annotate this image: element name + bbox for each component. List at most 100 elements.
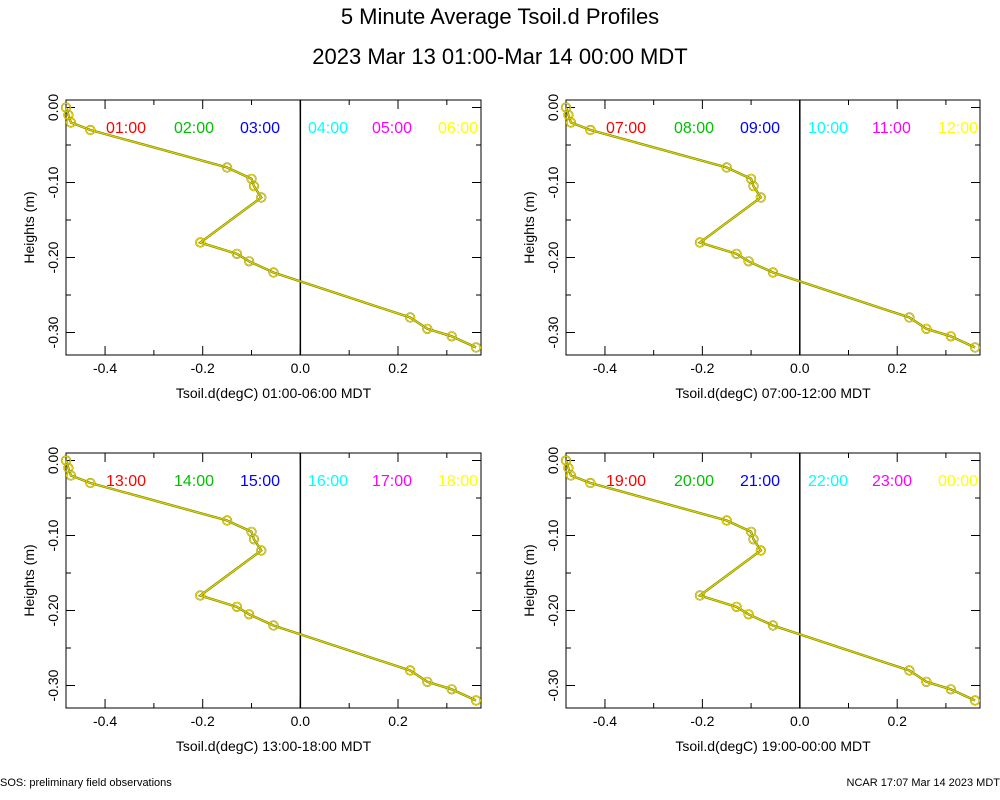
chart1-xlabel: Tsoil.d(degC) 01:00-06:00 MDT <box>176 385 372 401</box>
chart1-xtick-label: -0.4 <box>93 360 117 376</box>
chart2-ytick-label: -0.30 <box>545 316 561 348</box>
chart2-profile-point <box>946 331 956 342</box>
chart3-profile-point <box>222 515 232 526</box>
chart4-ylabel: Heights (m) <box>521 544 537 616</box>
chart4-legend-0000: 00:00 <box>938 473 978 490</box>
chart1-legend-0500: 05:00 <box>372 120 412 137</box>
chart4-profile-point <box>695 590 705 601</box>
chart4-profile-point <box>946 684 956 695</box>
chart3-ytick-label: 0.00 <box>45 447 61 474</box>
chart2-xtick-label: 0.0 <box>790 360 810 376</box>
chart4-xtick-label: 0.0 <box>790 713 810 729</box>
chart3-xtick-label: 0.0 <box>291 713 311 729</box>
chart3-legend-1700: 17:00 <box>372 473 412 490</box>
chart1-profile-line <box>65 107 477 348</box>
chart2-ytick-label: -0.20 <box>545 241 561 273</box>
chart1-plot-frame <box>65 99 482 356</box>
chart2-legend-1200: 12:00 <box>938 120 978 137</box>
chart2-profile-point <box>743 256 754 267</box>
chart4-profile-point <box>748 534 759 545</box>
chart4-profile-point <box>921 677 932 687</box>
chart4-panel: -0.4 -0.2 0.0 0.2 0.00 -0.10 -0.20 -0.30 Tsoil.d… <box>521 447 981 754</box>
footer-timestamp: NCAR 17:07 Mar 14 2023 MDT <box>846 777 1000 789</box>
chart2-plot-frame <box>565 99 981 356</box>
chart2-profile-point <box>768 267 778 278</box>
chart3-legend-1800: 18:00 <box>438 473 478 490</box>
chart-subtitle: 2023 Mar 13 01:00-Mar 14 00:00 MDT <box>312 44 688 69</box>
chart2-profile-point <box>585 125 596 135</box>
chart2-profile-shadow <box>564 107 976 349</box>
chart1-legend-0400: 04:00 <box>308 120 348 137</box>
chart4-ytick-label: -0.20 <box>545 594 561 626</box>
chart1-profile-point <box>195 237 206 248</box>
chart3-profile-point <box>232 602 242 612</box>
chart3-xtick-label: 0.2 <box>388 713 408 729</box>
chart3-profile-point <box>422 677 433 687</box>
chart1-profile-point <box>405 312 415 323</box>
chart4-ytick-label: -0.30 <box>545 669 561 701</box>
chart3-xlabel: Tsoil.d(degC) 13:00-18:00 MDT <box>176 738 372 754</box>
footer-source-note: SOS: preliminary field observations <box>0 777 172 789</box>
chart3-profile-point <box>446 684 457 695</box>
chart3-profile-point <box>66 470 76 481</box>
chart2-xtick-label: -0.2 <box>690 360 714 376</box>
chart2-profile-point <box>904 312 915 323</box>
chart1-profile-point <box>66 117 76 128</box>
chart4-profile-point <box>970 695 980 706</box>
chart4-profile-point <box>756 545 766 556</box>
chart1-profile-point <box>85 125 96 135</box>
chart3-profile-point <box>249 534 259 545</box>
chart3-profile-line <box>65 460 477 701</box>
chart2-ytick-label: -0.10 <box>545 166 561 198</box>
chart1-xtick-label: 0.0 <box>291 360 311 376</box>
chart4-profile-line <box>565 460 976 701</box>
chart4-profile-point <box>731 602 742 612</box>
chart1-ylabel: Heights (m) <box>21 191 37 263</box>
chart3-legend-1600: 16:00 <box>308 473 348 490</box>
chart1-legend-0300: 03:00 <box>240 120 280 137</box>
chart3-profile-point <box>405 665 415 676</box>
chart2-profile-point <box>695 237 705 248</box>
chart4-xtick-label: -0.2 <box>690 713 714 729</box>
chart4-ytick-label: -0.10 <box>545 519 561 551</box>
chart2-panel: -0.4 -0.2 0.0 0.2 0.00 -0.10 -0.20 -0.30 Tsoil.d… <box>521 94 981 401</box>
chart1-profile-point <box>471 342 481 353</box>
chart2-xtick-label: -0.4 <box>593 360 617 376</box>
chart4-profile-point <box>585 478 596 488</box>
chart2-profile-point <box>731 249 742 259</box>
chart2-legend-1000: 10:00 <box>808 120 848 137</box>
chart2-profile-point <box>756 192 766 203</box>
chart1-profile-point <box>422 324 433 334</box>
chart3-profile-point <box>244 609 254 620</box>
chart1-ytick-label: -0.30 <box>45 316 61 348</box>
chart4-profile-point <box>721 515 732 526</box>
chart3-legend-1400: 14:00 <box>174 473 214 490</box>
chart2-profile-point <box>566 117 576 128</box>
chart4-plot-frame <box>565 452 981 709</box>
chart3-profile-point <box>256 545 267 556</box>
chart1-profile-point <box>244 256 254 267</box>
chart3-ytick-label: -0.10 <box>45 519 61 551</box>
chart2-profile-point <box>921 324 932 334</box>
chart2-xlabel: Tsoil.d(degC) 07:00-12:00 MDT <box>675 385 871 401</box>
chart2-legend-1100: 11:00 <box>872 120 911 137</box>
chart4-xtick-label: -0.4 <box>593 713 617 729</box>
chart4-legend-1900: 19:00 <box>606 473 646 490</box>
chart4-ytick-label: 0.00 <box>545 447 561 474</box>
chart3-profile-shadow <box>64 460 477 702</box>
chart4-legend-2000: 20:00 <box>674 473 714 490</box>
chart4-profile-point <box>566 470 576 481</box>
chart2-ytick-label: 0.00 <box>545 94 561 121</box>
chart1-xtick-label: -0.2 <box>191 360 215 376</box>
chart1-xtick-label: 0.2 <box>388 360 408 376</box>
chart2-legend-0700: 07:00 <box>606 120 646 137</box>
chart2-xtick-label: 0.2 <box>887 360 907 376</box>
chart3-ytick-label: -0.20 <box>45 594 61 626</box>
chart3-profile-point <box>471 695 481 706</box>
chart3-legend-1500: 15:00 <box>240 473 280 490</box>
chart2-profile-point <box>970 342 980 353</box>
chart3-xtick-label: -0.2 <box>191 713 215 729</box>
chart2-legend-0800: 08:00 <box>674 120 714 137</box>
chart1-ytick-label: -0.20 <box>45 241 61 273</box>
